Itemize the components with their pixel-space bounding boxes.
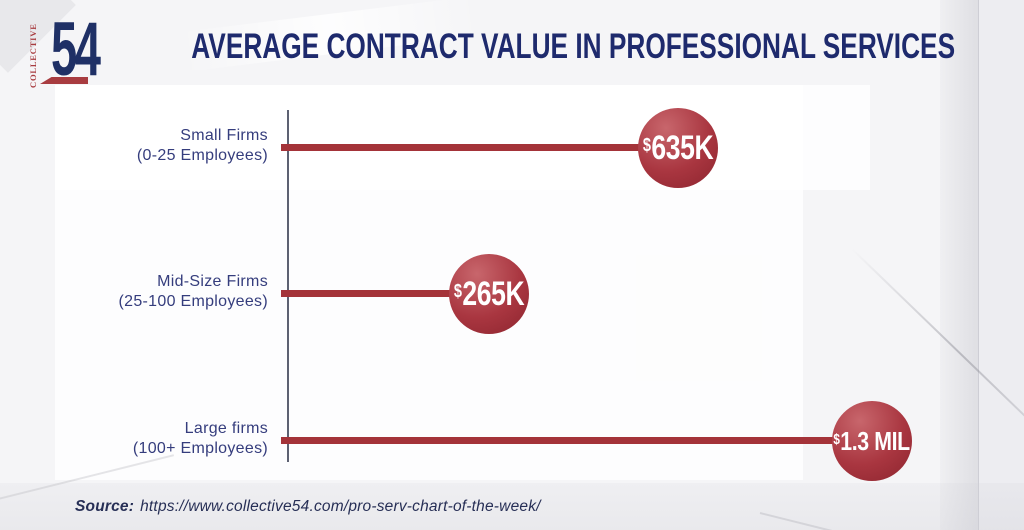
category-label: Large firms (100+ Employees) — [0, 419, 268, 459]
value-label: 265K — [462, 275, 525, 313]
category-size-range: (100+ Employees) — [132, 440, 268, 457]
category-name: Mid-Size Firms — [157, 273, 268, 290]
value-bubble: $265K — [449, 254, 529, 334]
category-name: Large firms — [184, 420, 268, 437]
background-shape — [940, 0, 978, 530]
axis-line — [287, 110, 289, 462]
currency-symbol: $ — [642, 133, 651, 155]
chart-title-text: AVERAGE CONTRACT VALUE IN PROFESSIONAL S… — [191, 27, 956, 66]
category-size-range: (25-100 Employees) — [118, 293, 268, 310]
background-shape — [978, 0, 1024, 530]
value-bubble: $635K — [638, 108, 718, 188]
value-stem-line — [281, 144, 653, 151]
currency-symbol: $ — [833, 431, 841, 448]
source-url: https://www.collective54.com/pro-serv-ch… — [140, 498, 541, 515]
collective54-logo: COLLECTIVE 54 — [28, 7, 124, 92]
currency-symbol: $ — [453, 279, 462, 301]
source-line: Source: https://www.collective54.com/pro-… — [75, 498, 541, 516]
value-label: 635K — [651, 129, 714, 167]
category-label: Small Firms (0-25 Employees) — [0, 126, 268, 166]
value-stem-line — [281, 290, 463, 297]
value-bubble: $1.3 MIL — [832, 401, 912, 481]
chart-title: AVERAGE CONTRACT VALUE IN PROFESSIONAL S… — [64, 27, 984, 67]
category-size-range: (0-25 Employees) — [136, 147, 268, 164]
value-text: $265K — [453, 275, 525, 313]
logo-vertical-text: COLLECTIVE — [28, 23, 38, 88]
value-stem-line — [281, 437, 846, 444]
background-fold-line — [759, 512, 1024, 530]
category-name: Small Firms — [180, 127, 268, 144]
logo-underline-shape — [40, 77, 88, 84]
value-text: $635K — [642, 129, 714, 167]
category-label: Mid-Size Firms (25-100 Employees) — [0, 272, 268, 312]
value-label: 1.3 MIL — [840, 426, 911, 456]
logo-number: 54 — [51, 7, 101, 92]
source-label: Source: — [75, 498, 135, 515]
value-text: $1.3 MIL — [833, 426, 911, 456]
